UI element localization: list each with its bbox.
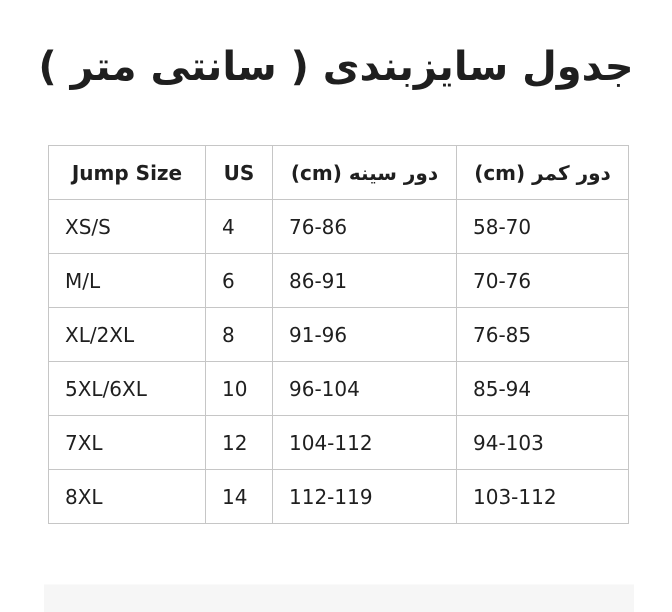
cell-jump-size: XL/2XL: [48, 307, 206, 362]
cell-chest-range: 112-119: [272, 469, 457, 524]
cell-waist-range: 70-76: [456, 253, 629, 308]
cell-jump-size: XS/S: [48, 199, 206, 254]
cell-us-size: 12: [205, 415, 273, 470]
header-waist-cm: دور کمر (cm): [456, 145, 629, 200]
cell-chest-range: 76-86: [272, 199, 457, 254]
page-title: جدول سایزبندی ( سانتی متر ): [38, 44, 634, 90]
table-row: M/L 6 86-91 70-76: [48, 253, 629, 308]
cell-us-size: 8: [205, 307, 273, 362]
cell-jump-size: 7XL: [48, 415, 206, 470]
cell-jump-size: M/L: [48, 253, 206, 308]
table-header-row: Jump Size US دور سینه (cm) دور کمر (cm): [48, 145, 629, 200]
cell-chest-range: 96-104: [272, 361, 457, 416]
cell-us-size: 10: [205, 361, 273, 416]
cell-chest-range: 104-112: [272, 415, 457, 470]
cell-waist-range: 94-103: [456, 415, 629, 470]
cell-waist-range: 58-70: [456, 199, 629, 254]
table-row: XS/S 4 76-86 58-70: [48, 199, 629, 254]
cell-chest-range: 91-96: [272, 307, 457, 362]
cell-waist-range: 103-112: [456, 469, 629, 524]
cell-jump-size: 5XL/6XL: [48, 361, 206, 416]
cell-waist-range: 76-85: [456, 307, 629, 362]
header-jump-size: Jump Size: [48, 145, 206, 200]
cell-waist-range: 85-94: [456, 361, 629, 416]
cell-chest-range: 86-91: [272, 253, 457, 308]
bottom-panel: [44, 584, 634, 612]
table-row: XL/2XL 8 91-96 76-85: [48, 307, 629, 362]
size-chart-table: Jump Size US دور سینه (cm) دور کمر (cm) …: [48, 145, 629, 524]
header-chest-cm: دور سینه (cm): [272, 145, 457, 200]
cell-jump-size: 8XL: [48, 469, 206, 524]
table-row: 5XL/6XL 10 96-104 85-94: [48, 361, 629, 416]
cell-us-size: 14: [205, 469, 273, 524]
header-us-size: US: [205, 145, 273, 200]
table-row: 7XL 12 104-112 94-103: [48, 415, 629, 470]
table-row: 8XL 14 112-119 103-112: [48, 469, 629, 524]
cell-us-size: 4: [205, 199, 273, 254]
cell-us-size: 6: [205, 253, 273, 308]
